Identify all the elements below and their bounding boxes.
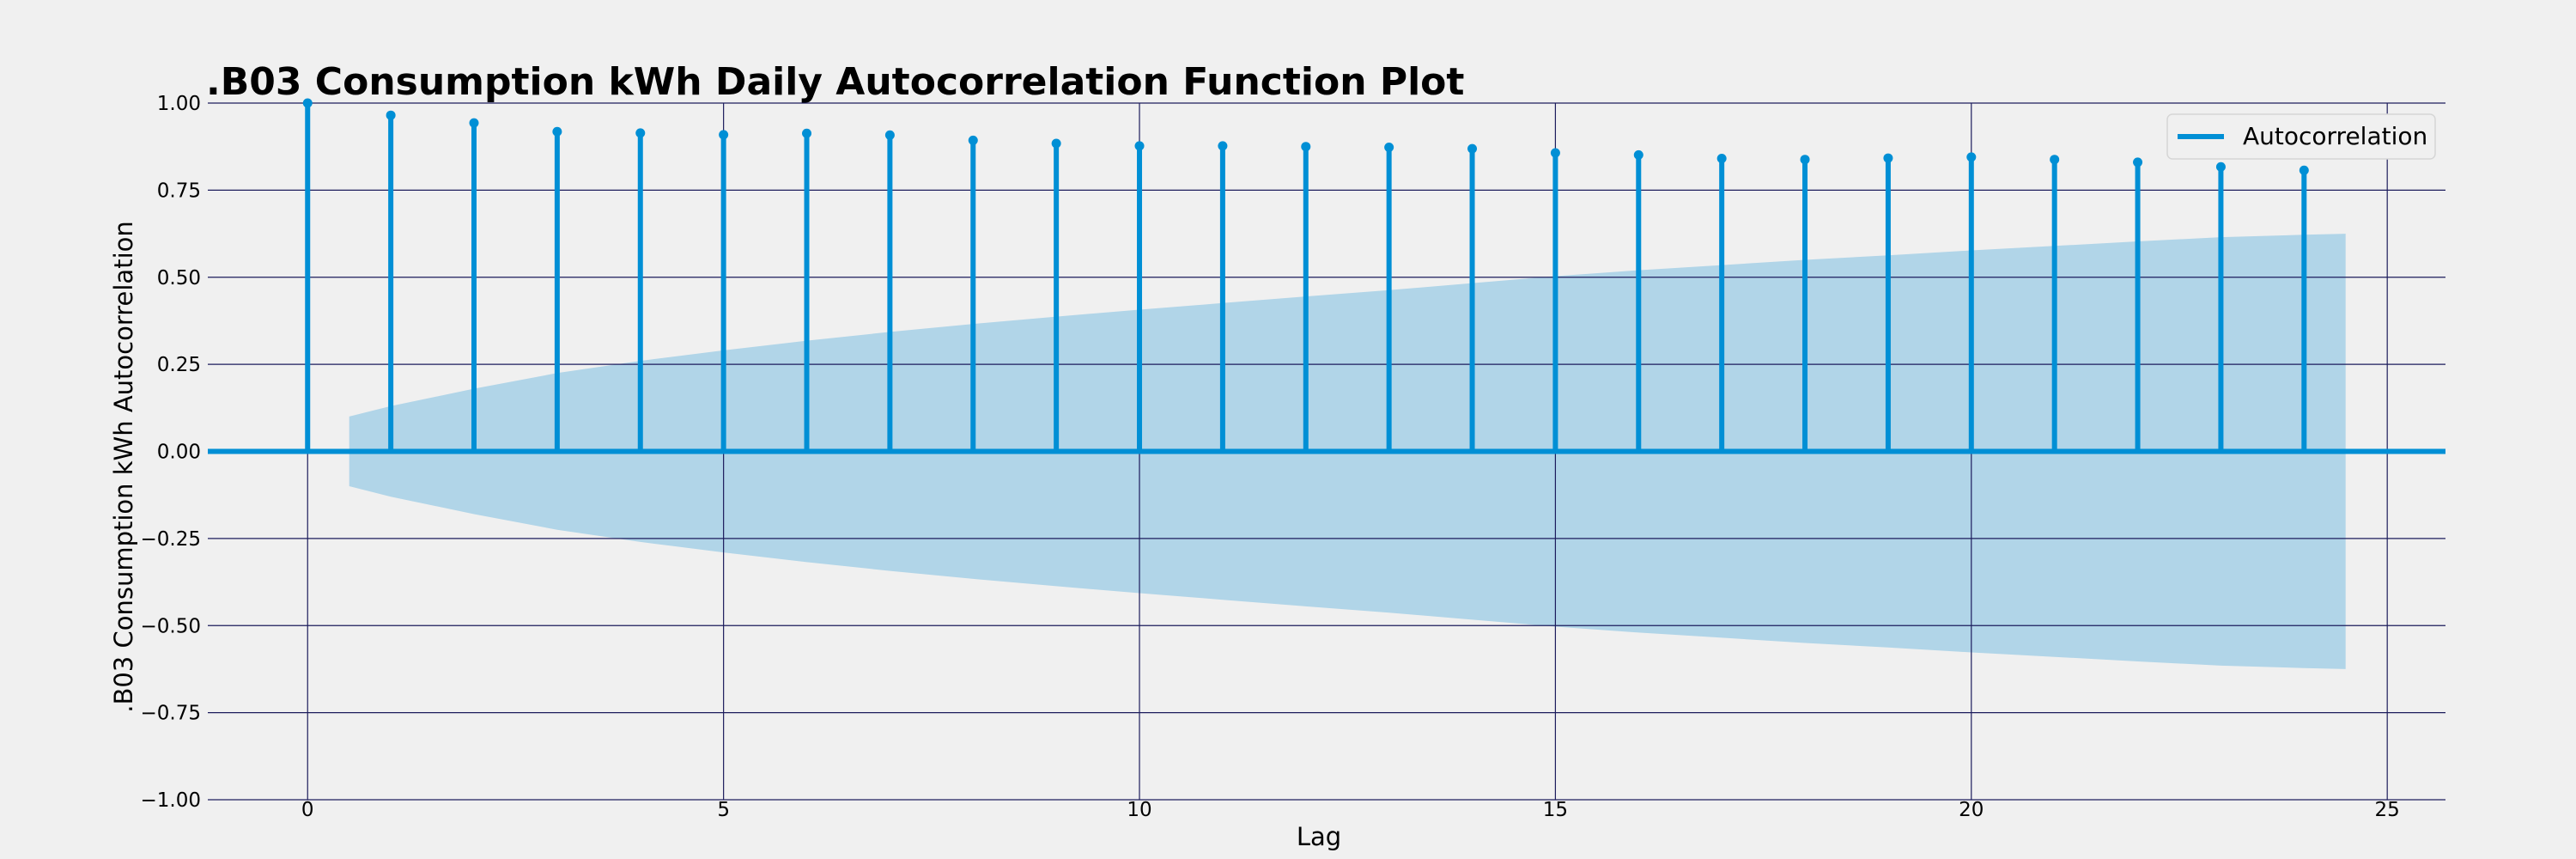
y-tick-label: −0.50	[141, 615, 201, 637]
y-tick-label: 0.25	[157, 354, 201, 376]
x-tick-label: 5	[717, 799, 730, 821]
y-tick-label: −1.00	[141, 789, 201, 812]
acf-marker	[635, 128, 646, 138]
x-axis-label: Lag	[1297, 822, 1341, 851]
y-tick-label: 0.50	[157, 267, 201, 289]
acf-marker	[2215, 161, 2226, 172]
acf-marker	[1134, 141, 1145, 151]
acf-marker	[719, 130, 729, 140]
acf-marker	[884, 130, 895, 140]
x-tick-label: 25	[2375, 799, 2400, 821]
acf-marker	[1384, 142, 1394, 152]
x-tick-label: 15	[1543, 799, 1568, 821]
acf-marker	[552, 126, 562, 137]
acf-marker	[1633, 149, 1643, 160]
x-tick-label: 20	[1959, 799, 1984, 821]
acf-marker	[469, 118, 479, 128]
acf-marker	[802, 128, 812, 138]
x-tick-label: 0	[301, 799, 314, 821]
acf-marker	[1467, 143, 1478, 154]
acf-marker	[1301, 142, 1311, 152]
acf-marker	[1800, 155, 1810, 165]
y-axis-label: .B03 Consumption kWh Autocorrelation	[109, 221, 138, 713]
legend-box	[2166, 113, 2436, 160]
acf-marker	[1716, 153, 1727, 163]
acf-marker	[2299, 165, 2309, 175]
acf-marker	[968, 135, 978, 145]
legend-label: Autocorrelation	[2243, 122, 2427, 150]
acf-marker	[2133, 157, 2143, 168]
y-tick-label: 0.00	[157, 442, 201, 464]
acf-marker	[1883, 153, 1893, 163]
y-tick-label: 1.00	[157, 93, 201, 115]
acf-marker	[1966, 152, 1977, 162]
acf-marker	[302, 98, 313, 108]
y-tick-label: −0.25	[141, 528, 201, 551]
y-tick-label: 0.75	[157, 180, 201, 202]
legend: Autocorrelation	[2166, 113, 2436, 160]
acf-marker	[2050, 155, 2060, 165]
acf-marker	[1051, 138, 1061, 149]
acf-marker	[1218, 141, 1228, 151]
chart-title: .B03 Consumption kWh Daily Autocorrelati…	[206, 60, 1464, 104]
acf-marker	[386, 110, 396, 120]
x-tick-label: 10	[1127, 799, 1151, 821]
acf-marker	[1550, 148, 1560, 158]
y-tick-label: −0.75	[141, 703, 201, 725]
